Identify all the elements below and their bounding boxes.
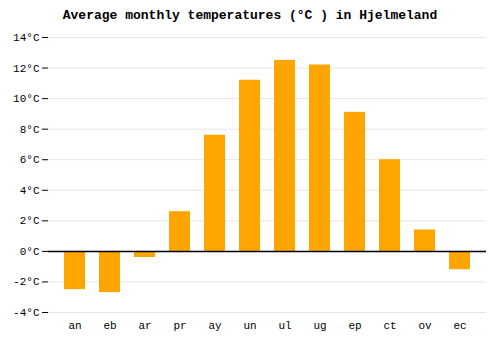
svg-text:10°C: 10°C: [13, 93, 40, 105]
svg-text:-4°C: -4°C: [13, 307, 40, 319]
svg-text:14°C: 14°C: [13, 32, 40, 44]
svg-text:-2°C: -2°C: [13, 276, 40, 288]
svg-text:ct: ct: [383, 320, 396, 332]
svg-text:6°C: 6°C: [20, 154, 40, 166]
svg-text:pr: pr: [173, 320, 186, 332]
svg-text:ay: ay: [208, 320, 222, 332]
svg-text:ep: ep: [348, 320, 361, 332]
svg-text:2°C: 2°C: [20, 215, 40, 227]
svg-text:ul: ul: [278, 320, 291, 332]
svg-text:12°C: 12°C: [13, 63, 40, 75]
svg-text:ar: ar: [138, 320, 151, 332]
svg-text:eb: eb: [103, 320, 116, 332]
html-text:Average monthly temperatures (: Average monthly temperatures (°C ) in Hj…: [62, 8, 438, 23]
svg-text:ug: ug: [313, 320, 326, 332]
svg-text:8°C: 8°C: [20, 124, 40, 136]
svg-text:0°C: 0°C: [20, 246, 40, 258]
svg-text:an: an: [68, 320, 81, 332]
svg-text:un: un: [243, 320, 256, 332]
svg-text:4°C: 4°C: [20, 185, 40, 197]
svg-text:ov: ov: [418, 320, 432, 332]
svg-text:ec: ec: [453, 320, 466, 332]
